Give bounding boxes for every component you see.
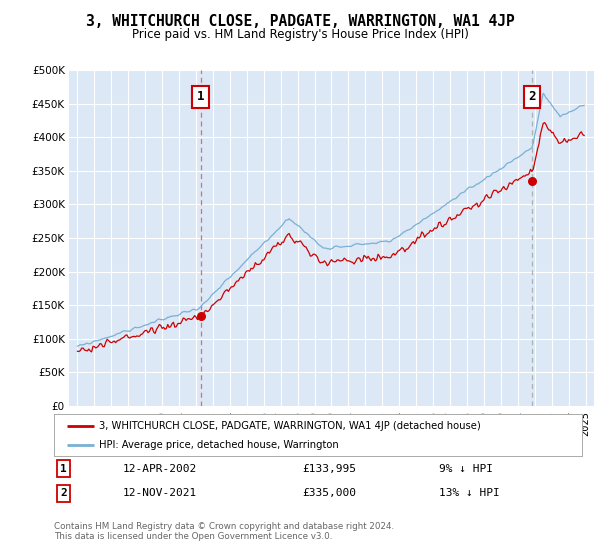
Text: 3, WHITCHURCH CLOSE, PADGATE, WARRINGTON, WA1 4JP (detached house): 3, WHITCHURCH CLOSE, PADGATE, WARRINGTON…: [99, 421, 481, 431]
Text: HPI: Average price, detached house, Warrington: HPI: Average price, detached house, Warr…: [99, 440, 338, 450]
Text: 1: 1: [197, 90, 205, 104]
Text: 9% ↓ HPI: 9% ↓ HPI: [439, 464, 493, 474]
Text: £133,995: £133,995: [302, 464, 356, 474]
Text: 2: 2: [529, 90, 536, 104]
Text: 3, WHITCHURCH CLOSE, PADGATE, WARRINGTON, WA1 4JP: 3, WHITCHURCH CLOSE, PADGATE, WARRINGTON…: [86, 14, 514, 29]
Text: Price paid vs. HM Land Registry's House Price Index (HPI): Price paid vs. HM Land Registry's House …: [131, 28, 469, 41]
Text: 13% ↓ HPI: 13% ↓ HPI: [439, 488, 500, 498]
Text: 1: 1: [60, 464, 67, 474]
Text: 12-NOV-2021: 12-NOV-2021: [122, 488, 197, 498]
Point: [527, 176, 537, 185]
Text: £335,000: £335,000: [302, 488, 356, 498]
Text: 12-APR-2002: 12-APR-2002: [122, 464, 197, 474]
Text: 2: 2: [60, 488, 67, 498]
Point: [196, 311, 205, 320]
Text: Contains HM Land Registry data © Crown copyright and database right 2024.
This d: Contains HM Land Registry data © Crown c…: [54, 522, 394, 542]
